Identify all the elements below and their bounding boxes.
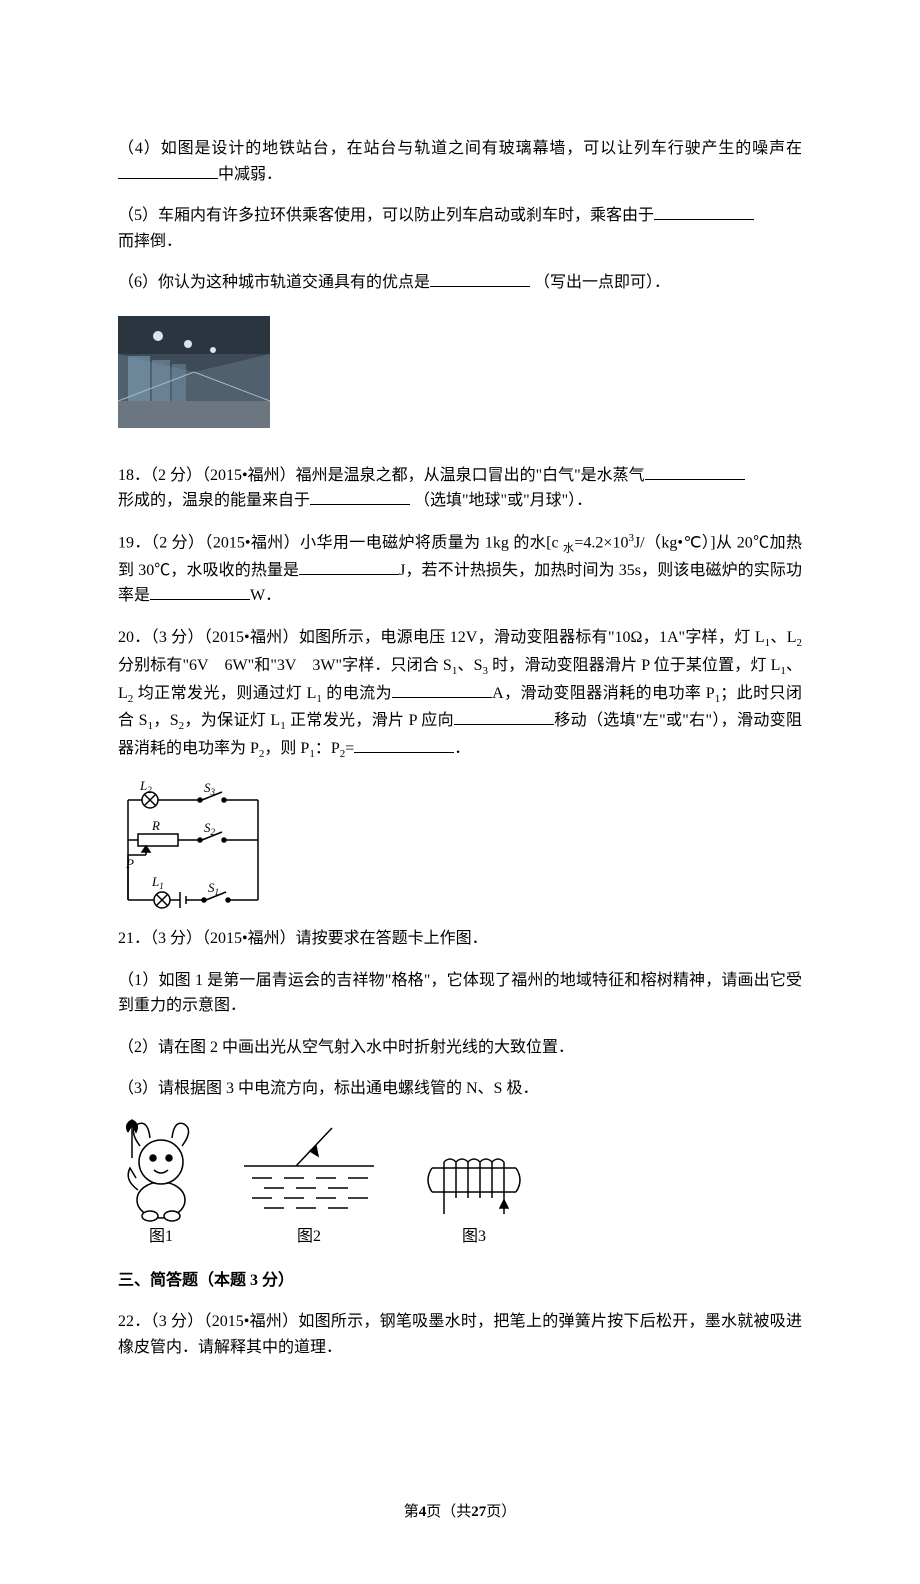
- q19-water: 水: [563, 542, 574, 554]
- page-footer: 第4页（共27页）: [118, 1500, 802, 1524]
- q20q: =: [345, 740, 354, 757]
- figure-set: 图1: [118, 1118, 802, 1250]
- q21-1: （1）如图 1 是第一届青运会的吉祥物"格格"，它体现了福州的地域特征和榕树精神…: [118, 968, 802, 1019]
- q18a: 18．（2 分）（2015•福州）福州是温泉之都，从温泉口冒出的"白气"是水蒸气: [118, 467, 645, 484]
- q19d: W．: [250, 587, 281, 604]
- q17-6b: （写出一点即可）．: [534, 274, 670, 291]
- footer-page: 4: [419, 1504, 427, 1520]
- q17-6: （6）你认为这种城市轨道交通具有的优点是 （写出一点即可）．: [118, 270, 802, 296]
- section-3-title: 三、简答题（本题 3 分）: [118, 1268, 802, 1294]
- q20a: 20．（3 分）（2015•福州）如图所示，电源电压 12V，滑动变阻器标有"1…: [118, 629, 765, 646]
- svg-text:S2: S2: [204, 820, 216, 837]
- svg-text:S3: S3: [204, 780, 216, 797]
- q20i: A，滑动变阻器消耗的电功率 P: [492, 685, 715, 702]
- footer-c: 页）: [486, 1504, 516, 1520]
- blank: [118, 163, 218, 179]
- svg-text:L1: L1: [151, 874, 164, 891]
- q17-5b: 而摔倒．: [118, 233, 182, 250]
- blank: [430, 271, 530, 287]
- fig2-label: 图2: [297, 1224, 321, 1250]
- q20r: ．: [454, 740, 470, 757]
- q20: 20．（3 分）（2015•福州）如图所示，电源电压 12V，滑动变阻器标有"1…: [118, 625, 802, 764]
- svg-text:R: R: [151, 818, 160, 833]
- q21: 21．（3 分）（2015•福州）请按要求在答题卡上作图．: [118, 926, 802, 952]
- q17-4-text: （4）如图是设计的地铁站台，在站台与轨道之间有玻璃幕墙，可以让列车行驶产生的噪声…: [118, 140, 802, 157]
- footer-a: 第: [404, 1504, 419, 1520]
- q20o: ，则 P: [264, 740, 309, 757]
- blank: [645, 464, 745, 480]
- fig1-label: 图1: [149, 1224, 173, 1250]
- q21-3: （3）请根据图 3 中电流方向，标出通电螺线管的 N、S 极．: [118, 1076, 802, 1102]
- q18c: （选填"地球"或"月球"）．: [414, 492, 592, 509]
- q20b: 、L: [770, 629, 796, 646]
- blank: [150, 584, 250, 600]
- q20d: 、S: [457, 657, 482, 674]
- q17-5a: （5）车厢内有许多拉环供乘客使用，可以防止列车启动或刹车时，乘客由于: [118, 207, 654, 224]
- fig2: 图2: [244, 1126, 374, 1250]
- blank: [310, 489, 410, 505]
- q20h: 的电流为: [322, 685, 392, 702]
- footer-total: 27: [471, 1504, 486, 1520]
- svg-text:P: P: [125, 856, 134, 871]
- q20l: ，为保证灯 L: [184, 712, 280, 729]
- blank: [654, 204, 754, 220]
- exam-page: （4）如图是设计的地铁站台，在站台与轨道之间有玻璃幕墙，可以让列车行驶产生的噪声…: [0, 0, 920, 1584]
- q19b: =4.2×10: [574, 534, 628, 551]
- q17-6a: （6）你认为这种城市轨道交通具有的优点是: [118, 274, 430, 291]
- q21a: 21．（3 分）（2015•福州）请按要求在答题卡上作图．: [118, 930, 488, 947]
- svg-text:L2: L2: [139, 780, 152, 795]
- q19: 19．（2 分）（2015•福州）小华用一电磁炉将质量为 1kg 的水[c 水=…: [118, 530, 802, 609]
- fig1: 图1: [118, 1118, 204, 1250]
- circuit-diagram: L2 S3 R S2 P L1 S1: [118, 780, 802, 910]
- q22: 22．（3 分）（2015•福州）如图所示，钢笔吸墨水时，把笔上的弹簧片按下后松…: [118, 1309, 802, 1360]
- fig3: 图3: [414, 1144, 534, 1250]
- q18: 18．（2 分）（2015•福州）福州是温泉之都，从温泉口冒出的"白气"是水蒸气…: [118, 463, 802, 514]
- q20e: 时，滑动变阻器滑片 P 位于某位置，灯 L: [488, 657, 780, 674]
- fig3-label: 图3: [462, 1224, 486, 1250]
- q17-5: （5）车厢内有许多拉环供乘客使用，可以防止列车启动或刹车时，乘客由于 而摔倒．: [118, 203, 802, 254]
- q20m: 正常发光，滑片 P 应向: [286, 712, 454, 729]
- blank: [454, 709, 554, 725]
- blank: [354, 737, 454, 753]
- q20k: ，S: [153, 712, 179, 729]
- q19a: 19．（2 分）（2015•福州）小华用一电磁炉将质量为 1kg 的水[c: [118, 534, 563, 551]
- q18b: 形成的，温泉的能量来自于: [118, 492, 310, 509]
- subway-photo: [118, 316, 270, 428]
- q20c: 分别标有"6V 6W"和"3V 3W"字样．只闭合 S: [118, 657, 452, 674]
- q17-4-tail: 中减弱．: [218, 166, 282, 183]
- q20g: 均正常发光，则通过灯 L: [133, 685, 316, 702]
- svg-text:S1: S1: [208, 880, 219, 897]
- footer-b: 页（共: [426, 1504, 471, 1520]
- blank: [299, 559, 399, 575]
- blank: [392, 682, 492, 698]
- q20p: ：P: [315, 740, 340, 757]
- q21-2: （2）请在图 2 中画出光从空气射入水中时折射光线的大致位置．: [118, 1035, 802, 1061]
- q17-4: （4）如图是设计的地铁站台，在站台与轨道之间有玻璃幕墙，可以让列车行驶产生的噪声…: [118, 136, 802, 187]
